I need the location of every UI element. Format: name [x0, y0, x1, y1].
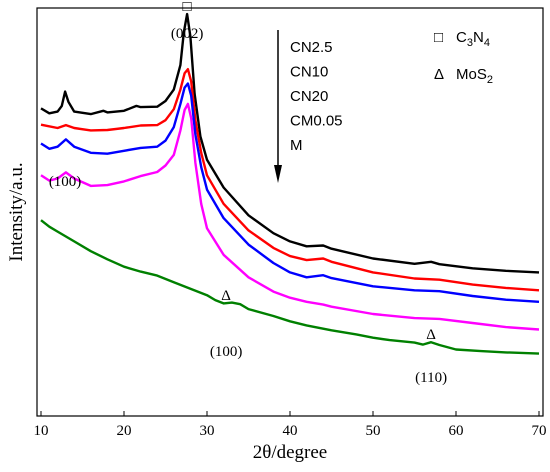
legend-entry: CM0.05: [290, 113, 343, 130]
x-tick-label: 50: [366, 423, 381, 439]
series-line-cn10: [40, 68, 540, 292]
subscript: 3: [467, 37, 473, 49]
legend-arrow-head: [274, 165, 282, 183]
symbol-legend-label: C3N4: [456, 29, 490, 49]
symbol-legend-label: MoS2: [456, 66, 493, 86]
legend: CN2.5 CN10 CN20 CM0.05 M: [274, 30, 343, 183]
series-group: [40, 12, 540, 355]
y-axis-label: Intensity/a.u.: [6, 162, 27, 261]
legend-entry: CN2.5: [290, 39, 333, 56]
peak-annotation: (110): [415, 370, 447, 386]
series-line-cn20: [40, 82, 540, 303]
formula-text: MoS: [456, 66, 487, 83]
peak-markers: □ Δ Δ: [183, 0, 437, 343]
formula-text: N: [473, 29, 484, 46]
peak-annotation: (100): [210, 344, 243, 360]
series-line-m: [40, 219, 540, 355]
subscript: 2: [487, 74, 493, 86]
symbol-legend: □ C3N4 Δ MoS2: [434, 29, 493, 86]
series-line-cn2-5: [40, 12, 540, 274]
peak-annotation: (100): [49, 174, 82, 190]
symbol-legend-marker: Δ: [434, 66, 444, 83]
series-line-cm0-05: [40, 102, 540, 331]
x-tick-label: 30: [200, 423, 215, 439]
x-tick-label: 60: [449, 423, 464, 439]
x-tick-label: 40: [283, 423, 298, 439]
formula-text: C: [456, 29, 467, 46]
legend-entry: CN10: [290, 64, 328, 81]
peak-annotations: (002) (100) (100) (110): [49, 26, 447, 386]
symbol-legend-marker: □: [434, 29, 443, 46]
peak-marker-symbol: □: [183, 0, 192, 15]
subscript: 4: [484, 37, 490, 49]
legend-entry: M: [290, 137, 303, 154]
x-tick-label: 10: [34, 423, 49, 439]
peak-marker-symbol: Δ: [426, 327, 436, 343]
x-ticks: 10 20 30 40 50 60 70: [34, 411, 547, 439]
legend-entry: CN20: [290, 88, 328, 105]
peak-annotation: (002): [171, 26, 204, 42]
x-tick-label: 20: [117, 423, 132, 439]
peak-marker-symbol: Δ: [221, 288, 231, 304]
x-tick-label: 70: [532, 423, 547, 439]
x-axis-label: 2θ/degree: [253, 442, 328, 463]
